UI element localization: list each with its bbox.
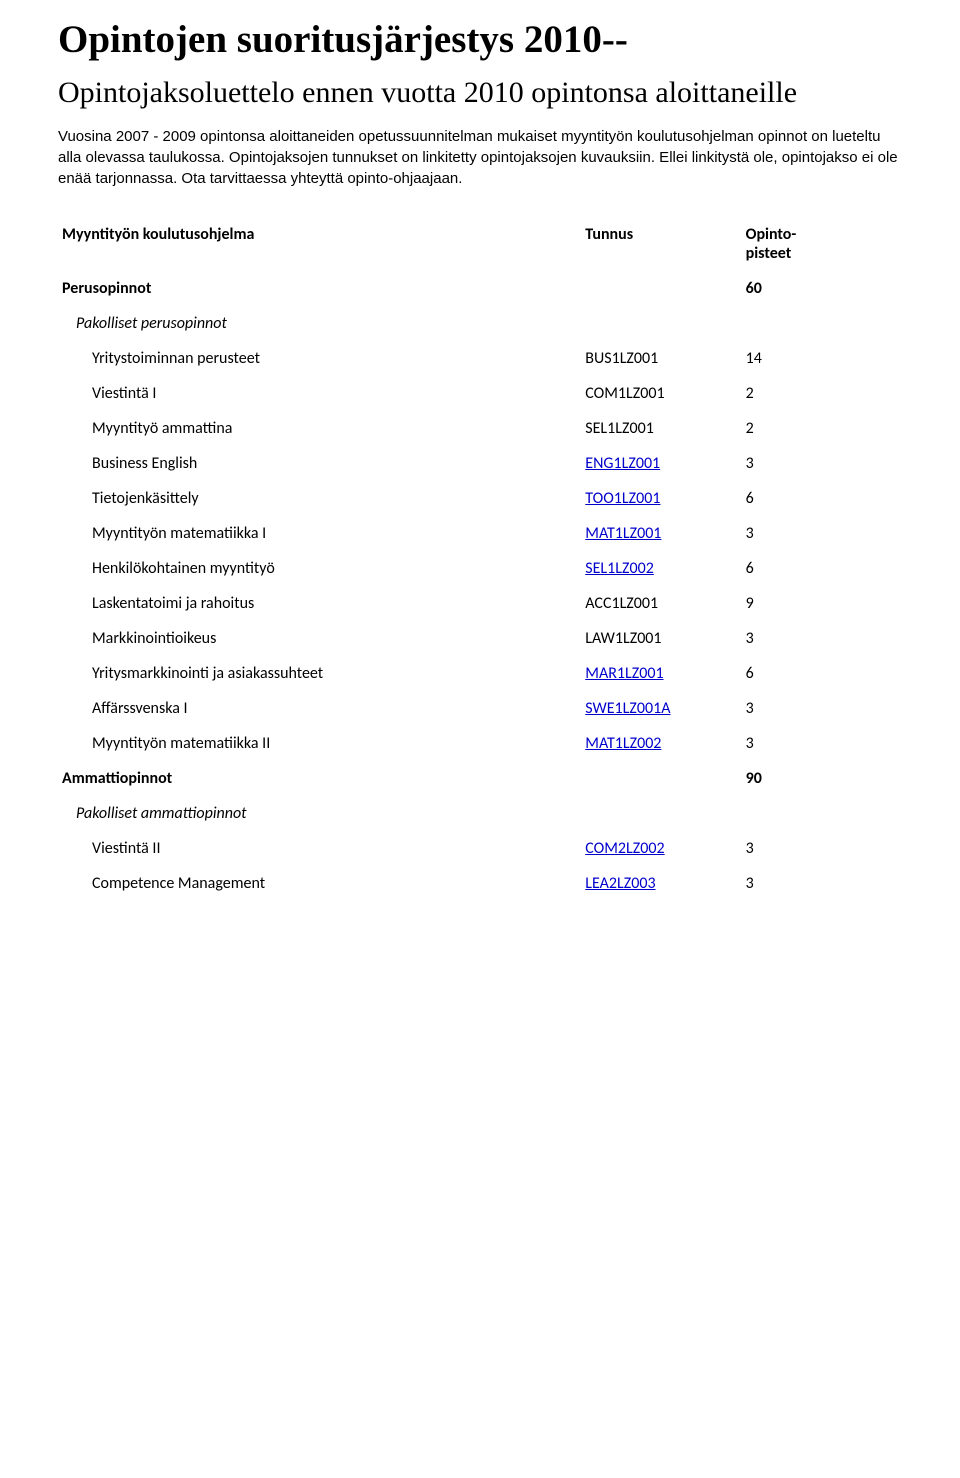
course-points: 3 xyxy=(742,691,902,726)
course-code[interactable]: MAT1LZ001 xyxy=(581,516,741,551)
course-code: SEL1LZ001 xyxy=(581,411,741,446)
table-row: Myyntityö ammattinaSEL1LZ001 2 xyxy=(58,411,902,446)
intro-paragraph: Vuosina 2007 - 2009 opintonsa aloittanei… xyxy=(58,126,902,189)
course-table: Myyntityön koulutusohjelma Tunnus Opinto… xyxy=(58,217,902,901)
table-row: Viestintä IICOM2LZ002 3 xyxy=(58,831,902,866)
subsection-name: Pakolliset ammattiopinnot xyxy=(58,796,581,831)
table-row: Business EnglishENG1LZ001 3 xyxy=(58,446,902,481)
course-code-text: ACC1LZ001 xyxy=(585,594,658,613)
course-code-text: BUS1LZ001 xyxy=(585,349,658,368)
course-code-link[interactable]: LEA2LZ003 xyxy=(585,874,655,893)
course-points: 2 xyxy=(742,376,902,411)
course-code: ACC1LZ001 xyxy=(581,586,741,621)
section-points: 60 xyxy=(742,271,902,306)
course-code[interactable]: SEL1LZ002 xyxy=(581,551,741,586)
section-name: Ammattiopinnot xyxy=(58,761,581,796)
course-code-link[interactable]: MAT1LZ001 xyxy=(585,524,661,543)
table-row: Ammattiopinnot 90 xyxy=(58,761,902,796)
table-header-row: Myyntityön koulutusohjelma Tunnus Opinto… xyxy=(58,217,902,271)
course-code[interactable]: ENG1LZ001 xyxy=(581,446,741,481)
course-code-text: SEL1LZ001 xyxy=(585,419,654,438)
table-row: Pakolliset perusopinnot xyxy=(58,306,902,341)
table-row: MarkkinointioikeusLAW1LZ001 3 xyxy=(58,621,902,656)
course-code-link[interactable]: COM2LZ002 xyxy=(585,839,664,858)
course-name: Henkilökohtainen myyntityö xyxy=(58,551,581,586)
course-code[interactable]: COM2LZ002 xyxy=(581,831,741,866)
course-points: 2 xyxy=(742,411,902,446)
course-name: Myyntityön matematiikka II xyxy=(58,726,581,761)
course-name: Yritystoiminnan perusteet xyxy=(58,341,581,376)
course-code-text: LAW1LZ001 xyxy=(585,629,661,648)
section-points: 90 xyxy=(742,761,902,796)
course-points: 3 xyxy=(742,726,902,761)
course-code-link[interactable]: ENG1LZ001 xyxy=(585,454,660,473)
course-points: 3 xyxy=(742,516,902,551)
course-points: 6 xyxy=(742,481,902,516)
course-name: Myyntityön matematiikka I xyxy=(58,516,581,551)
table-row: Yritysmarkkinointi ja asiakassuhteetMAR1… xyxy=(58,656,902,691)
course-code-text: COM1LZ001 xyxy=(585,384,664,403)
course-points: 14 xyxy=(742,341,902,376)
document-page: Opintojen suoritusjärjestys 2010-- Opint… xyxy=(0,0,960,1478)
course-code[interactable]: SWE1LZ001A xyxy=(581,691,741,726)
course-name: Laskentatoimi ja rahoitus xyxy=(58,586,581,621)
table-row: Viestintä ICOM1LZ001 2 xyxy=(58,376,902,411)
course-code-link[interactable]: TOO1LZ001 xyxy=(585,489,660,508)
page-subtitle: Opintojaksoluettelo ennen vuotta 2010 op… xyxy=(58,73,902,112)
course-points: 3 xyxy=(742,621,902,656)
course-code[interactable]: MAR1LZ001 xyxy=(581,656,741,691)
course-name: Yritysmarkkinointi ja asiakassuhteet xyxy=(58,656,581,691)
course-code: LAW1LZ001 xyxy=(581,621,741,656)
course-code: COM1LZ001 xyxy=(581,376,741,411)
table-row: Perusopinnot 60 xyxy=(58,271,902,306)
section-name: Perusopinnot xyxy=(58,271,581,306)
course-name: Tietojenkäsittely xyxy=(58,481,581,516)
table-row: Laskentatoimi ja rahoitusACC1LZ001 9 xyxy=(58,586,902,621)
header-program: Myyntityön koulutusohjelma xyxy=(58,217,581,271)
course-code: BUS1LZ001 xyxy=(581,341,741,376)
course-code-link[interactable]: MAT1LZ002 xyxy=(585,734,661,753)
section-code xyxy=(581,271,741,306)
table-row: Yritystoiminnan perusteetBUS1LZ001 14 xyxy=(58,341,902,376)
section-code xyxy=(581,761,741,796)
course-name: Viestintä I xyxy=(58,376,581,411)
course-code-link[interactable]: SWE1LZ001A xyxy=(585,699,670,718)
course-code-link[interactable]: MAR1LZ001 xyxy=(585,664,663,683)
course-name: Business English xyxy=(58,446,581,481)
table-row: Myyntityön matematiikka IIMAT1LZ002 3 xyxy=(58,726,902,761)
subsection-name: Pakolliset perusopinnot xyxy=(58,306,581,341)
table-row: Henkilökohtainen myyntityöSEL1LZ002 6 xyxy=(58,551,902,586)
course-code[interactable]: LEA2LZ003 xyxy=(581,866,741,901)
course-points: 6 xyxy=(742,656,902,691)
course-points: 3 xyxy=(742,831,902,866)
course-name: Affärssvenska I xyxy=(58,691,581,726)
table-row: Affärssvenska ISWE1LZ001A 3 xyxy=(58,691,902,726)
course-code[interactable]: MAT1LZ002 xyxy=(581,726,741,761)
course-points: 3 xyxy=(742,446,902,481)
table-row: Competence ManagementLEA2LZ003 3 xyxy=(58,866,902,901)
course-name: Viestintä II xyxy=(58,831,581,866)
table-row: TietojenkäsittelyTOO1LZ001 6 xyxy=(58,481,902,516)
course-points: 3 xyxy=(742,866,902,901)
course-points: 9 xyxy=(742,586,902,621)
course-name: Myyntityö ammattina xyxy=(58,411,581,446)
table-row: Pakolliset ammattiopinnot xyxy=(58,796,902,831)
course-points: 6 xyxy=(742,551,902,586)
course-name: Markkinointioikeus xyxy=(58,621,581,656)
table-row: Myyntityön matematiikka IMAT1LZ001 3 xyxy=(58,516,902,551)
course-code-link[interactable]: SEL1LZ002 xyxy=(585,559,654,578)
page-title: Opintojen suoritusjärjestys 2010-- xyxy=(58,18,902,63)
course-name: Competence Management xyxy=(58,866,581,901)
header-code: Tunnus xyxy=(581,217,741,271)
header-points: Opinto- pisteet xyxy=(742,217,902,271)
course-code[interactable]: TOO1LZ001 xyxy=(581,481,741,516)
